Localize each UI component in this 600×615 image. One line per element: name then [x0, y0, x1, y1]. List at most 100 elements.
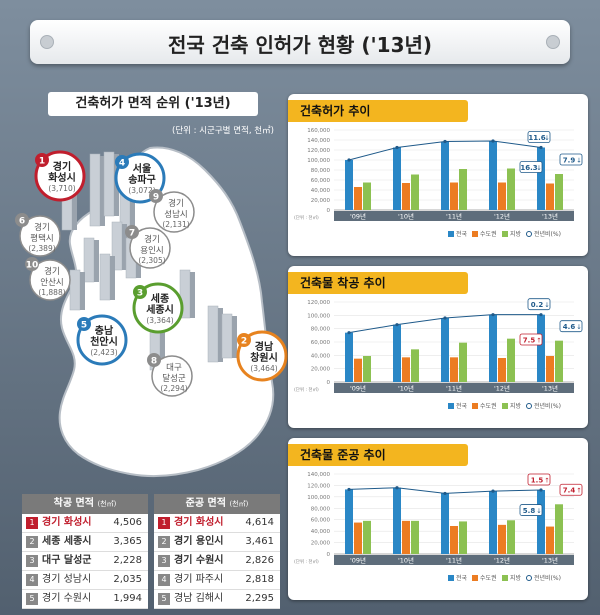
region-name: 경기 용인시	[174, 536, 224, 547]
region-name: 화성시	[48, 171, 76, 184]
x-tick-label: '11년	[446, 212, 462, 221]
region-ring	[151, 355, 193, 397]
x-tick-label: '12년	[494, 556, 510, 565]
table-row: 4 경기 파주시 2,818	[154, 571, 280, 590]
region-value: (2,131)	[162, 220, 189, 229]
line-point	[395, 486, 399, 490]
legend-label: 수도권	[480, 574, 497, 582]
area-value: 4,506	[113, 517, 142, 528]
bar	[345, 332, 353, 382]
y-tick-label: 140,000	[307, 472, 330, 478]
table-row: 1 경기 화성시 4,506	[22, 514, 148, 533]
rank-number: 3	[137, 289, 143, 299]
line-point	[539, 488, 543, 492]
bar	[411, 349, 419, 382]
rank-badge	[147, 353, 161, 367]
rank-badge: 4	[26, 574, 38, 586]
y-tick-label: 20,000	[311, 198, 331, 204]
region-ring	[76, 314, 128, 366]
region-name: 경기 수원시	[174, 555, 224, 566]
region-name: 경기	[34, 222, 50, 233]
region-ring	[34, 150, 86, 202]
building-icon	[80, 272, 85, 310]
bar	[411, 174, 419, 210]
chart-title: 건축물 준공 추이	[288, 444, 468, 466]
arrow-down-icon: ↓	[544, 134, 549, 142]
bar	[555, 174, 563, 210]
bar	[450, 526, 458, 554]
region-name: 경기	[168, 198, 184, 209]
y-tick-label: 80,000	[311, 506, 331, 512]
region-name: 경남	[255, 340, 274, 353]
unit-label: (단위 : 천㎡)	[294, 386, 319, 393]
x-tick-label: '12년	[494, 212, 510, 221]
category-strip	[334, 211, 574, 221]
region-value: (3,072)	[128, 186, 155, 195]
legend-swatch	[448, 575, 454, 581]
rank-badge: 3	[158, 555, 170, 567]
annotation-text: 11.6	[528, 134, 545, 142]
bar	[450, 182, 458, 210]
bar	[507, 338, 515, 382]
region-name: 성남시	[164, 210, 187, 220]
line-point	[491, 139, 495, 143]
arrow-down-icon: ↓	[576, 156, 581, 164]
arrow-up-icon: ↑	[536, 336, 541, 344]
bar	[555, 504, 563, 554]
area-value: 3,365	[113, 536, 142, 547]
annotation-text: 7.5	[523, 336, 536, 344]
bar	[546, 526, 554, 554]
annotation-text: 7.4	[563, 487, 576, 495]
y-tick-label: 40,000	[311, 188, 331, 194]
annotation-box	[559, 320, 583, 333]
legend-swatch	[502, 575, 508, 581]
bar	[393, 487, 401, 554]
rank-number: 5	[81, 321, 87, 331]
arrow-down-icon: ↓	[536, 507, 541, 515]
table-row: 1 경기 화성시 4,614	[154, 514, 280, 533]
bar	[441, 493, 449, 554]
region-value: (3,710)	[48, 184, 75, 193]
legend-label: 전년비(%)	[534, 230, 561, 238]
rank-badge	[115, 155, 129, 169]
building-icon	[218, 308, 223, 362]
region-name: 용인시	[140, 245, 163, 256]
region-name: 경남 김해시	[174, 593, 224, 604]
annotation-text: 5.8	[523, 507, 536, 515]
area-value: 2,826	[245, 555, 274, 566]
y-tick-label: 80,000	[311, 168, 331, 174]
region-name: 평택시	[30, 233, 53, 244]
x-tick-label: '13년	[542, 212, 558, 221]
region-name: 충남	[95, 324, 114, 337]
x-tick-label: '09년	[350, 212, 366, 221]
bar	[441, 318, 449, 382]
line-point	[347, 158, 351, 162]
y-tick-label: 80,000	[311, 327, 331, 333]
bar	[363, 356, 371, 382]
area-value: 3,461	[245, 536, 274, 547]
x-tick-label: '09년	[350, 556, 366, 565]
legend-swatch	[526, 403, 532, 409]
y-tick-label: 100,000	[307, 158, 330, 164]
bar	[363, 182, 371, 210]
annotation-box	[527, 473, 551, 486]
legend-label: 지방	[510, 402, 522, 410]
legend-swatch	[472, 575, 478, 581]
bar	[402, 183, 410, 210]
table-header: 준공 면적 (천㎡)	[154, 494, 280, 514]
region-value: (2,389)	[28, 244, 55, 253]
region-name: 달성군	[162, 373, 186, 384]
annotation-text: 7.9	[563, 156, 576, 164]
bar	[459, 521, 467, 554]
area-value: 4,614	[245, 517, 274, 528]
y-tick-label: 100,000	[307, 313, 330, 319]
complete-area-table: 준공 면적 (천㎡) 1 경기 화성시 4,614 2 경기 용인시 3,461 3 경기 수…	[154, 494, 280, 609]
table-row: 5 경기 수원시 1,994	[22, 590, 148, 609]
rank-number: 4	[119, 159, 125, 169]
chart-panel-permit: 건축허가 추이 0 20,000 40,000 60,000 80,000 100,000…	[288, 94, 588, 256]
y-tick-label: 160,000	[307, 128, 330, 134]
legend-label: 전국	[456, 574, 468, 582]
rivet-icon	[40, 35, 54, 49]
